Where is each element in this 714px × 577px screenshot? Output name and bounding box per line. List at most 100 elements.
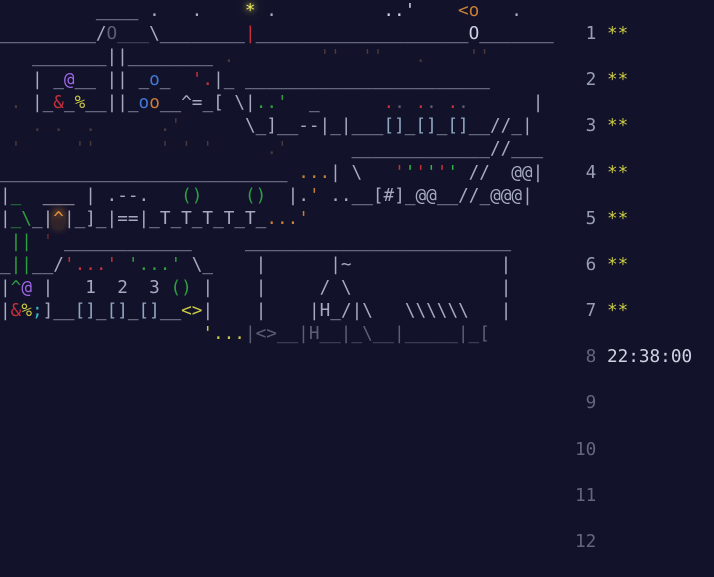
art-segment-fg: | <box>532 93 544 114</box>
art-segment-fg: @@ <box>415 185 437 206</box>
stars-value: ** <box>606 301 629 322</box>
art-segment-fg: | <box>0 185 11 206</box>
ascii-art-line: _______||________ . '' '' . '' <box>0 47 490 67</box>
art-segment-fg: _ <box>159 70 192 91</box>
art-segment-fg <box>405 93 416 113</box>
terminal-row: ____ . . * . ..' <o . <box>0 0 714 23</box>
art-segment-fg <box>32 232 43 252</box>
line-number: 2 <box>585 70 597 91</box>
art-segment-fg <box>32 278 43 298</box>
art-segment-steel: [] <box>74 301 96 322</box>
ascii-art-line: . . . .' \_]__--|_|___[]_[]_[]__//_| <box>0 116 533 136</box>
line-number: 5 <box>585 208 597 229</box>
art-segment-fg <box>192 278 203 298</box>
art-segment-green: _ <box>10 185 22 206</box>
art-segment-yellow: % <box>21 301 32 322</box>
art-segment-fg: __ <box>85 93 107 114</box>
art-segment-fg: __^=_[ <box>159 93 224 114</box>
art-segment-fg <box>96 186 107 206</box>
art-segment-fg: _ <box>127 93 139 114</box>
gutter: 10 <box>575 439 596 462</box>
terminal-row: . . . .' \_]__--|_|___[]_[]_[]__//_| 3 ** <box>0 115 714 138</box>
stars-value: ** <box>606 116 629 137</box>
art-segment-fg: | <box>522 185 533 206</box>
art-segment-fg <box>213 278 256 298</box>
ascii-art-line: _________/O___\________|________________… <box>0 24 554 44</box>
terminal-row <box>0 415 714 438</box>
art-segment-yellow: <> <box>181 301 203 322</box>
art-segment-fg <box>288 163 299 183</box>
art-segment-fg <box>75 186 86 206</box>
art-segment-fg: 1 <box>85 277 96 298</box>
terminal-row: |^@ | 1 2 3 () | | / \ | <box>0 277 714 300</box>
line-number: 1 <box>585 24 597 45</box>
art-segment-green: || <box>10 231 32 252</box>
art-segment-fg: . <box>479 1 522 21</box>
terminal-row: '...|<>__|H__|_\__|_____|_[ <box>0 323 714 346</box>
art-segment-yellow: '... <box>202 324 245 345</box>
art-segment-fg <box>352 255 501 275</box>
art-segment-ghost: '' <box>74 139 96 160</box>
art-segment-fg <box>181 255 192 275</box>
art-segment-fg <box>96 116 160 136</box>
gutter: 2 ** <box>575 69 629 92</box>
art-segment-red: . <box>447 93 459 114</box>
art-segment-fg <box>43 116 54 136</box>
art-segment-purple: @ <box>63 70 75 91</box>
terminal-row: 10 <box>0 439 714 462</box>
art-segment-fg <box>266 278 319 298</box>
ascii-art-line: ____ . . * . ..' <o . <box>0 1 522 21</box>
gutter: 12 <box>575 531 596 554</box>
art-segment-fg: \_ <box>191 254 214 275</box>
art-segment-fg: _ <box>63 93 75 114</box>
art-segment-fg: .. <box>330 185 352 206</box>
ascii-art-line: '...|<>__|H__|_\__|_____|_[ <box>0 324 490 344</box>
art-segment-fg <box>266 301 309 321</box>
art-segment-red: & <box>10 301 22 322</box>
art-segment-purple: @ <box>21 277 32 298</box>
art-segment-ghost: ' <box>202 139 214 160</box>
art-segment-fg: __ <box>53 301 75 322</box>
art-segment-fg: | <box>500 277 512 298</box>
line-number: 8 <box>585 347 597 368</box>
art-segment-green: _\ <box>10 208 32 229</box>
art-segment-fg <box>0 93 11 113</box>
art-segment-fg <box>469 93 533 113</box>
art-segment-ghost: . <box>53 116 64 137</box>
art-segment-bright: O <box>468 24 480 45</box>
art-segment-ghost: . <box>415 47 427 68</box>
line-number: 12 <box>575 531 597 552</box>
art-segment-dim: |<>__|H__|_\__|_____|_[ <box>244 324 490 345</box>
ascii-art-line: || ' ____________ ______________________… <box>0 231 512 252</box>
art-segment-fg <box>458 163 469 183</box>
art-segment-steel: [] <box>415 116 437 137</box>
art-segment-fg <box>53 278 85 298</box>
art-segment-fg: . <box>298 185 309 206</box>
art-segment-fg: [#] <box>372 185 405 206</box>
art-segment-green: || <box>10 254 32 275</box>
line-number: 3 <box>585 116 597 137</box>
art-segment-fg: _ <box>308 93 320 114</box>
art-segment-fg: \| <box>234 93 256 114</box>
line-number: 11 <box>575 485 597 506</box>
art-segment-fg: | <box>330 162 341 183</box>
art-segment-fg: \________ <box>149 24 245 45</box>
art-segment-fg: ____________ <box>63 231 192 252</box>
art-segment-fg <box>0 232 11 252</box>
terminal-row: 8 22:38:00 <box>0 346 714 369</box>
art-segment-fg: .--. <box>106 185 150 206</box>
terminal-row: _______||________ . '' '' . '' <box>0 46 714 69</box>
gutter: 1 ** <box>575 23 629 46</box>
art-segment-fg <box>341 47 362 67</box>
art-segment-fg: // <box>468 162 490 183</box>
art-segment-red: . <box>415 93 427 114</box>
art-segment-red: ' <box>394 162 405 183</box>
terminal-row: ___________________________ ...| \ '''''… <box>0 162 714 185</box>
art-segment-fg: 2 <box>117 277 128 298</box>
terminal-row: |_\_|^|_]_|==|_T_T_T_T_T_...' 5 ** <box>0 208 714 231</box>
terminal-row: |_ ___ | .--. () () |.' ..__[#]_@@__//_@… <box>0 185 714 208</box>
art-segment-fg: | <box>42 277 54 298</box>
ascii-art-line: | _@__ || _o_ '.|_ _____________________… <box>0 70 490 90</box>
art-segment-fg <box>117 255 128 275</box>
